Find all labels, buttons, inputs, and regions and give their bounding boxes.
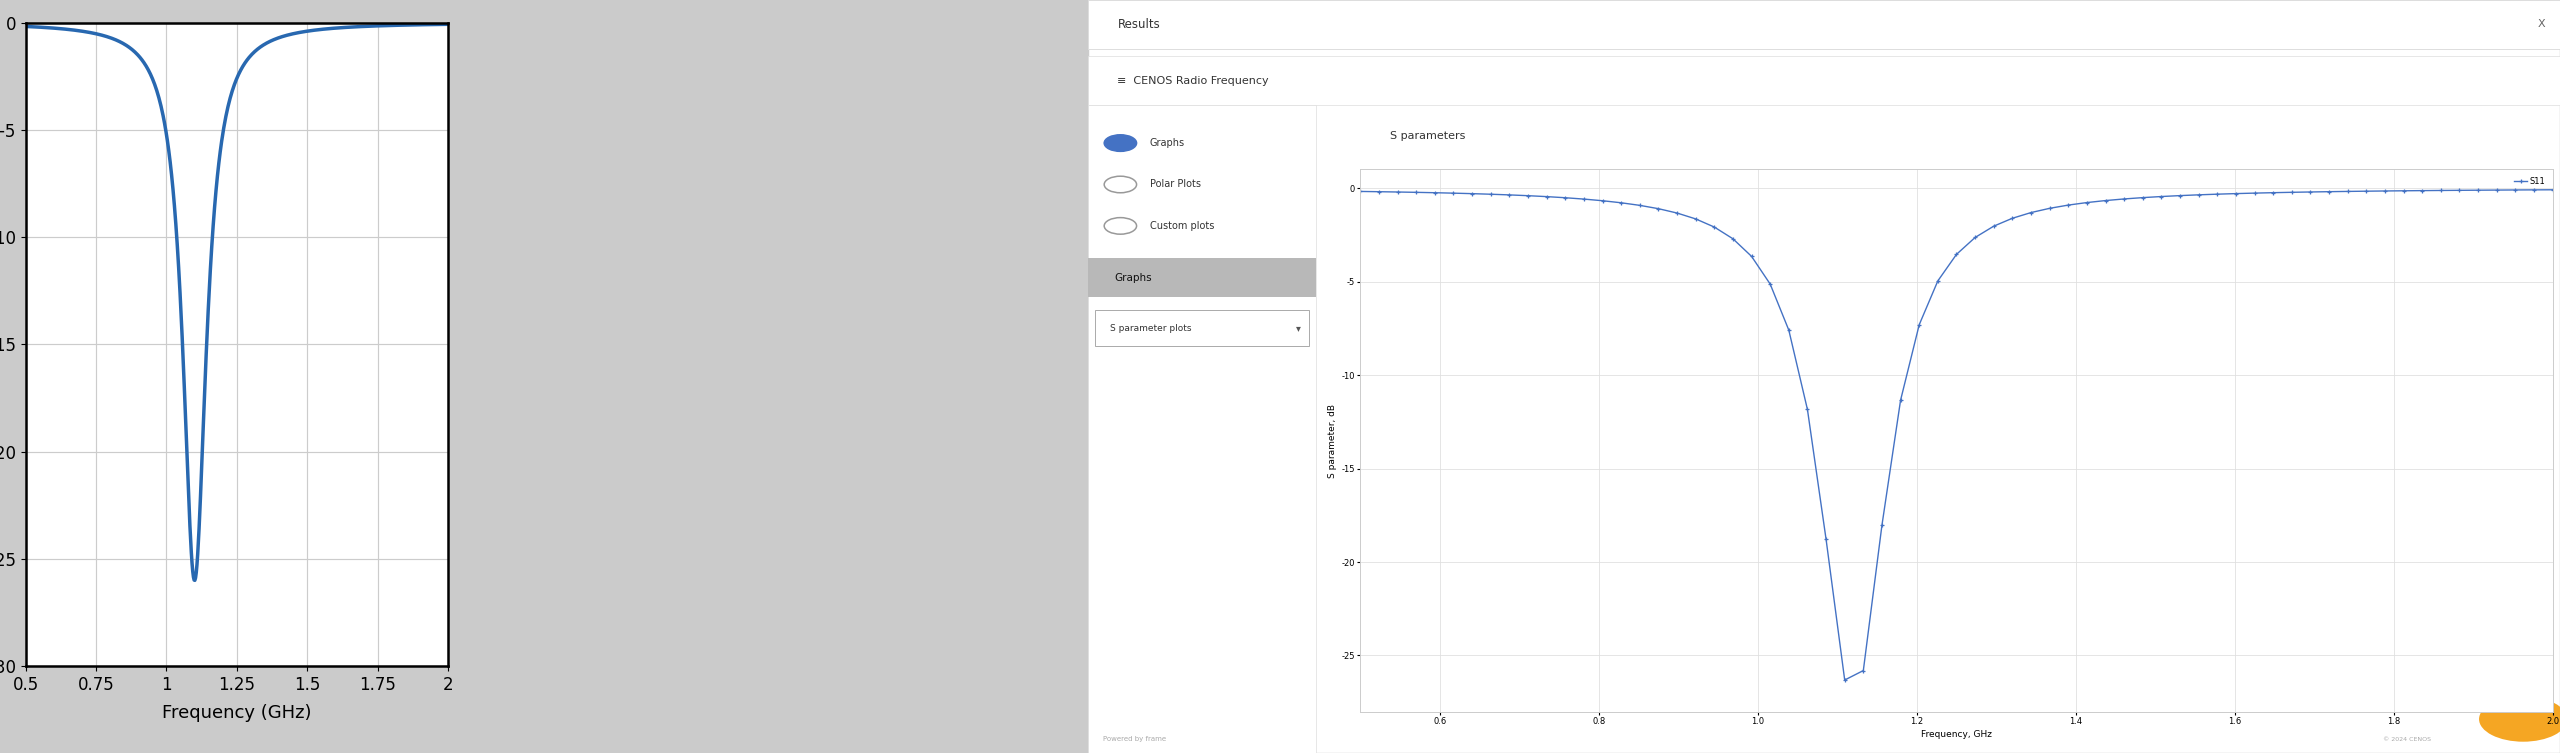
Text: Results: Results bbox=[1119, 18, 1160, 31]
Y-axis label: S parameter, dB: S parameter, dB bbox=[1329, 404, 1336, 477]
Circle shape bbox=[1103, 218, 1137, 234]
Legend: S11: S11 bbox=[2511, 174, 2547, 189]
Text: Powered by frame: Powered by frame bbox=[1103, 736, 1165, 742]
Circle shape bbox=[1103, 135, 1137, 151]
Circle shape bbox=[1103, 176, 1137, 193]
Circle shape bbox=[2478, 697, 2560, 742]
Text: Polar Plots: Polar Plots bbox=[1149, 179, 1201, 190]
Text: Custom plots: Custom plots bbox=[1149, 221, 1213, 231]
FancyBboxPatch shape bbox=[1088, 105, 1316, 753]
Text: ▾: ▾ bbox=[1295, 323, 1300, 334]
Text: X: X bbox=[2537, 20, 2545, 29]
FancyBboxPatch shape bbox=[1088, 56, 2560, 105]
Text: Graphs: Graphs bbox=[1149, 138, 1185, 148]
X-axis label: Frequency, GHz: Frequency, GHz bbox=[1920, 730, 1992, 739]
Text: ≡  CENOS Radio Frequency: ≡ CENOS Radio Frequency bbox=[1119, 76, 1270, 86]
Text: S parameter plots: S parameter plots bbox=[1111, 324, 1190, 333]
Text: Graphs: Graphs bbox=[1114, 273, 1152, 283]
Text: S parameters: S parameters bbox=[1390, 130, 1464, 141]
Text: © 2024 CENOS: © 2024 CENOS bbox=[2383, 737, 2432, 742]
X-axis label: Frequency (GHz): Frequency (GHz) bbox=[161, 704, 312, 722]
FancyBboxPatch shape bbox=[1088, 258, 1316, 297]
FancyBboxPatch shape bbox=[1096, 310, 1308, 346]
FancyBboxPatch shape bbox=[1088, 0, 2560, 753]
FancyBboxPatch shape bbox=[1088, 0, 2560, 49]
